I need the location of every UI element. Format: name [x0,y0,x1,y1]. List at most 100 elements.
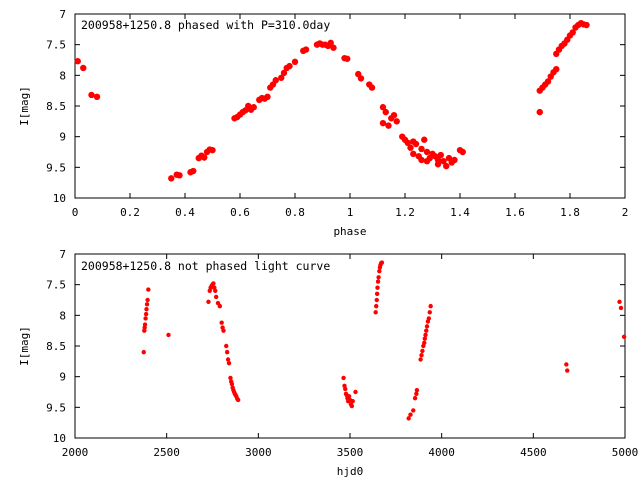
data-point [211,281,216,286]
data-point [420,348,425,354]
data-point [428,303,433,309]
x-tick-label: 4500 [520,446,547,459]
data-point [264,93,271,101]
x-tick-label: 0.6 [230,206,250,219]
y-tick-label: 7 [59,8,66,21]
data-point [219,320,224,325]
data-point [427,310,432,315]
data-point [209,146,216,154]
data-point [291,58,299,66]
data-point [404,139,411,146]
data-point [168,175,175,182]
data-point [146,287,151,292]
x-axis-label: hjd0 [337,465,364,478]
data-point [406,416,411,421]
data-point [459,148,466,156]
data-point [190,167,197,175]
data-point [226,360,232,366]
data-point [228,375,233,381]
data-point [426,316,432,321]
data-point [368,84,376,91]
data-point [411,408,416,413]
y-tick-label: 8 [59,309,66,322]
data-point [229,381,235,387]
y-tick-label: 10 [53,192,66,205]
x-tick-label: 2 [622,206,629,219]
data-point [377,268,382,274]
x-tick-label: 1.8 [560,206,580,219]
data-point [221,328,226,333]
x-tick-label: 0.2 [120,206,140,219]
data-point [213,294,219,300]
data-point [373,310,378,315]
data-point [374,297,379,303]
data-point [414,391,419,397]
data-point [357,75,365,82]
data-point [350,399,355,404]
data-point [418,357,423,362]
y-axis-label: I[mag] [18,86,31,126]
data-point [569,29,576,36]
data-point [93,93,101,101]
x-tick-label: 0 [72,206,79,219]
x-tick-label: 3000 [245,446,272,459]
data-point [74,58,81,65]
y-tick-label: 8 [59,69,66,82]
y-tick-label: 8.5 [46,340,66,353]
data-point [412,395,418,401]
data-point [423,148,431,156]
data-point [280,69,288,77]
phased-panel: 0 0.2 0.4 0.6 0.8 1 1.2 1.4 1.6 1.8 2 7 7.5 8 8.5 9 9.5 1… [18,8,628,238]
data-point [407,144,414,151]
data-point [142,322,148,327]
data-point [141,349,146,355]
data-point [80,64,87,72]
data-point [143,311,149,317]
data-point [353,389,358,395]
data-point [272,77,279,84]
data-point [344,55,351,62]
data-point [278,74,285,81]
x-tick-label: 1 [347,206,354,219]
data-point [385,122,392,129]
data-point [235,397,241,403]
data-point [393,118,400,125]
data-point [421,136,428,143]
data-point [423,332,428,338]
y-tick-label: 7 [59,248,66,261]
data-point [250,104,257,111]
x-tick-label: 5000 [612,446,639,459]
data-point [422,336,427,341]
data-point [88,91,95,99]
data-point [536,108,543,116]
x-tick-label: 2000 [62,446,89,459]
unphased-panel: 2000 2500 3000 3500 4000 4500 5000 7 7.5 8 8.5 9 9.5… [18,248,638,478]
data-point [144,302,150,307]
x-tick-label: 4000 [428,446,455,459]
data-point [176,172,183,179]
data-point [166,332,171,338]
data-point [382,108,389,116]
y-tick-label: 7.5 [46,279,66,292]
data-point [544,78,552,85]
data-point [224,343,229,349]
plot-frame [74,253,626,439]
data-point [379,119,387,127]
y-axis-label: I[mag] [18,326,31,366]
y-tick-label: 9 [59,371,66,384]
data-point [553,66,560,73]
data-point [434,161,442,168]
data-point [375,279,381,284]
x-tick-label: 0.8 [285,206,305,219]
data-point [349,403,355,409]
data-point [418,156,425,164]
x-tick-label: 1.2 [395,206,415,219]
y-tick-label: 7.5 [46,39,66,52]
data-point [201,154,208,161]
y-tick-label: 9.5 [46,401,66,414]
data-point [217,303,223,309]
data-point [414,387,420,393]
data-point [376,275,381,280]
y-tick-label: 9 [59,131,66,144]
data-point [621,334,627,339]
